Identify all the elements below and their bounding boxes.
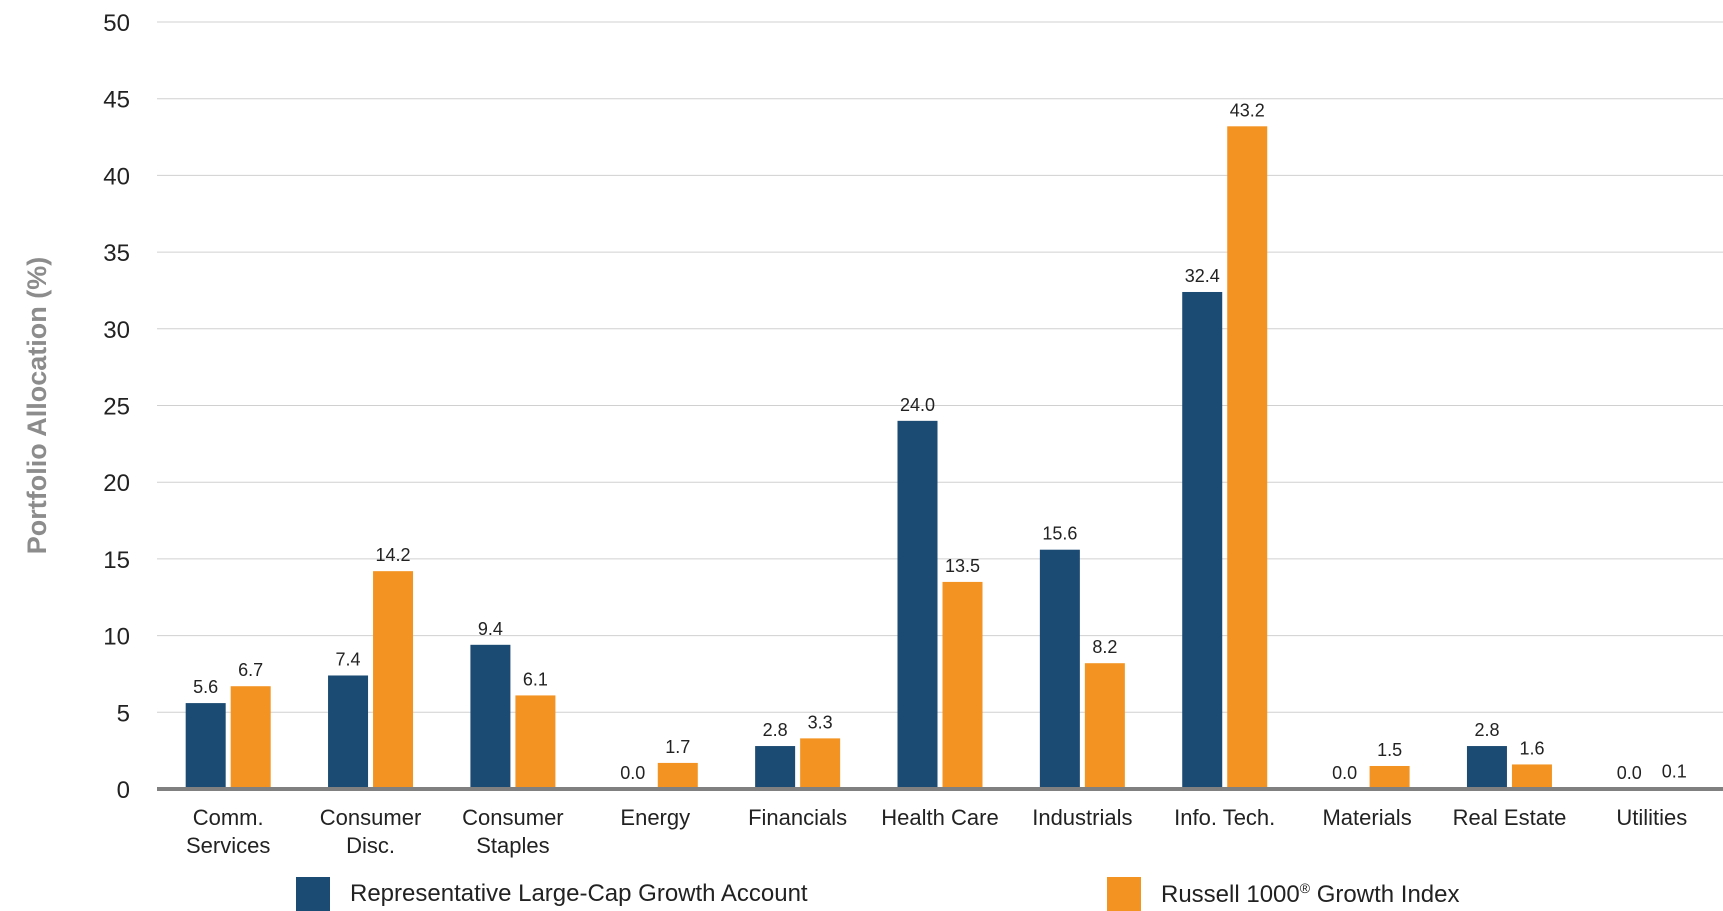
bar-index xyxy=(1084,663,1125,789)
data-label: 6.7 xyxy=(238,660,263,680)
data-label: 13.5 xyxy=(945,556,980,576)
bar-account xyxy=(897,420,938,789)
x-tick-label: Energy xyxy=(620,805,690,830)
x-tick-label: Industrials xyxy=(1032,805,1132,830)
bar-index xyxy=(373,571,414,789)
legend-label-index-sup: ® xyxy=(1299,879,1311,896)
y-tick-label: 40 xyxy=(103,163,130,190)
x-tick-label: Real Estate xyxy=(1453,805,1567,830)
data-label: 6.1 xyxy=(523,669,548,689)
y-tick-label: 15 xyxy=(103,547,130,574)
bar-account xyxy=(185,703,226,789)
y-tick-label: 5 xyxy=(117,700,130,727)
y-tick-label: 25 xyxy=(103,394,130,421)
y-tick-label: 20 xyxy=(103,470,130,497)
x-tick-label: Consumer xyxy=(462,805,563,830)
x-tick-label: Comm. xyxy=(193,805,264,830)
x-tick-label: Services xyxy=(186,833,270,858)
bar-account xyxy=(755,746,796,789)
data-label: 3.3 xyxy=(808,712,833,732)
x-tick-label: Health Care xyxy=(881,805,998,830)
bar-account xyxy=(1039,549,1080,789)
data-label: 15.6 xyxy=(1042,524,1077,544)
y-tick-label: 30 xyxy=(103,317,130,344)
data-label: 1.7 xyxy=(665,737,690,757)
y-tick-label: 35 xyxy=(103,240,130,267)
bar-chart-plot: 0 5 10 15 20 25 30 35 40 45 50 Portfolio Allocation… xyxy=(22,10,1723,858)
data-label: 1.6 xyxy=(1519,738,1544,758)
bar-account xyxy=(328,675,369,789)
bar-index xyxy=(1369,765,1410,789)
bar-index xyxy=(942,581,983,789)
bar-account xyxy=(1182,291,1223,789)
legend-label-index-main: Russell 1000 xyxy=(1161,880,1300,908)
data-label: 43.2 xyxy=(1230,100,1265,120)
data-label: 5.6 xyxy=(193,677,218,697)
bar-index xyxy=(1227,126,1268,789)
legend-label-index-rest: Growth Index xyxy=(1310,880,1460,908)
data-label: 1.5 xyxy=(1377,740,1402,760)
x-tick-label: Materials xyxy=(1322,805,1411,830)
y-tick-label: 50 xyxy=(103,10,130,37)
bar-index xyxy=(657,762,698,789)
bar-account xyxy=(470,644,511,789)
data-label: 0.0 xyxy=(1617,763,1642,783)
bar-index xyxy=(1511,764,1552,789)
legend-item-account: Representative Large-Cap Growth Account xyxy=(296,877,808,911)
data-label: 14.2 xyxy=(376,545,411,565)
legend-item-index: Russell 1000® Growth Index xyxy=(1107,877,1459,911)
bar-index xyxy=(515,695,556,789)
bar-index xyxy=(800,738,841,789)
x-tick-label: Disc. xyxy=(346,833,395,858)
data-label: 7.4 xyxy=(336,649,361,669)
data-label: 32.4 xyxy=(1185,266,1220,286)
y-tick-label: 45 xyxy=(103,87,130,114)
x-tick-label: Utilities xyxy=(1616,805,1687,830)
legend-swatch-account xyxy=(296,877,330,911)
legend-label-account: Representative Large-Cap Growth Account xyxy=(350,880,808,907)
legend-label-index: Russell 1000® Growth Index xyxy=(1161,880,1459,909)
data-label: 2.8 xyxy=(1474,720,1499,740)
data-label: 0.0 xyxy=(620,763,645,783)
y-tick-label: 0 xyxy=(117,777,130,804)
x-tick-label: Staples xyxy=(476,833,549,858)
data-label: 0.0 xyxy=(1332,763,1357,783)
x-tick-label: Info. Tech. xyxy=(1174,805,1275,830)
bar-index xyxy=(230,686,271,789)
data-label: 9.4 xyxy=(478,619,503,639)
y-tick-label: 10 xyxy=(103,624,130,651)
data-label: 24.0 xyxy=(900,395,935,415)
bar-account xyxy=(1466,746,1507,789)
data-label: 8.2 xyxy=(1092,637,1117,657)
x-tick-label: Financials xyxy=(748,805,847,830)
data-label: 2.8 xyxy=(763,720,788,740)
data-label: 0.1 xyxy=(1662,761,1687,781)
legend-swatch-index xyxy=(1107,877,1141,911)
y-axis-title: Portfolio Allocation (%) xyxy=(22,257,52,554)
x-tick-label: Consumer xyxy=(320,805,421,830)
